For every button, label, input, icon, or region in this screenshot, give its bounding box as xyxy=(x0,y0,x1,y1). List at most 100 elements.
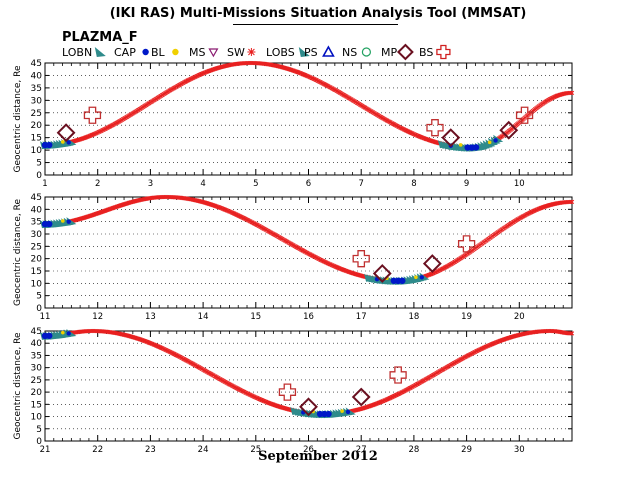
x-tick-label: 15 xyxy=(250,312,261,322)
y-tick-label: 5 xyxy=(36,159,42,169)
page-title: (IKI RAS) Multi-Missions Situation Analy… xyxy=(109,6,527,21)
blue-triangle-icon xyxy=(322,45,335,57)
cap-marker xyxy=(66,219,71,224)
legend-item-sw: SW xyxy=(227,46,256,59)
bl-marker xyxy=(61,330,65,335)
y-tick-label: 0 xyxy=(36,437,42,447)
red-cross-icon xyxy=(436,44,451,60)
y-tick-label: 20 xyxy=(31,255,43,265)
bow-shock-marker xyxy=(83,106,102,124)
bl-marker xyxy=(61,219,65,223)
magnetopause-marker xyxy=(499,120,519,140)
legend-item-mp: MP xyxy=(381,43,414,61)
y-tick-label: 15 xyxy=(31,134,42,144)
yellow-dot-icon xyxy=(172,48,179,56)
legend-item-cap: CAP xyxy=(114,46,149,59)
y-axis-label: Geocentric distance, Re xyxy=(13,199,23,306)
x-tick-label: 8 xyxy=(411,179,416,189)
chart-panel-3: 21 22 23 24 25 26 27 28 29 30 0 5 10 15 20 25 30 35 40 45 Ge… xyxy=(13,327,575,455)
legend-label: CAP xyxy=(114,46,136,59)
legend-label: SW xyxy=(227,46,245,59)
bow-shock-marker xyxy=(457,235,476,253)
legend-item-ns: NS xyxy=(342,46,371,59)
magnetopause-marker xyxy=(441,128,461,148)
x-tick-label: 27 xyxy=(356,445,367,455)
legend-label: BS xyxy=(419,46,433,59)
y-tick-label: 30 xyxy=(31,230,43,240)
y-tick-label: 20 xyxy=(31,388,43,398)
cap-marker xyxy=(66,140,71,145)
x-tick-label: 1 xyxy=(42,179,47,189)
x-tick-label: 7 xyxy=(358,179,363,189)
y-axis-label: Geocentric distance, Re xyxy=(13,65,23,172)
cap-marker xyxy=(472,144,480,151)
x-tick-label: 4 xyxy=(200,179,205,189)
y-tick-label: 35 xyxy=(31,351,42,361)
green-circle-icon xyxy=(361,47,371,57)
x-tick-label: 5 xyxy=(253,179,258,189)
red-star-icon xyxy=(247,48,256,56)
x-tick-label: 11 xyxy=(40,312,51,322)
y-tick-label: 30 xyxy=(31,364,43,374)
x-tick-label: 18 xyxy=(408,312,419,322)
y-tick-label: 15 xyxy=(31,400,42,410)
x-tick-label: 29 xyxy=(461,445,472,455)
chart-panel-2: 11 12 13 14 15 16 17 18 19 20 0 5 10 15 20 25 30 35 40 45 Ge… xyxy=(13,193,575,322)
maroon-diamond-icon xyxy=(396,43,414,61)
cap-marker xyxy=(46,220,53,228)
x-tick-label: 14 xyxy=(198,312,209,322)
y-tick-label: 5 xyxy=(36,425,42,435)
teal-triangle-icon xyxy=(94,47,106,57)
cap-marker xyxy=(399,277,406,284)
y-tick-label: 35 xyxy=(31,218,42,228)
bow-shock-marker xyxy=(352,250,370,268)
y-tick-label: 15 xyxy=(31,267,42,277)
bow-shock-marker xyxy=(426,119,444,137)
y-tick-label: 45 xyxy=(31,327,42,337)
bow-shock-marker xyxy=(389,366,407,384)
cap-marker xyxy=(325,410,332,418)
legend-label: LOBN xyxy=(62,46,92,59)
x-tick-label: 10 xyxy=(514,179,525,189)
bow-shock-marker xyxy=(278,383,297,401)
legend-item-bl: BL xyxy=(151,46,179,59)
chart-panel-1: 1 2 3 4 5 6 7 8 9 10051015202530354045Geocentric … xyxy=(13,59,575,189)
y-axis-label: Geocentric distance, Re xyxy=(13,332,23,439)
x-tick-label: 3 xyxy=(148,179,153,189)
y-tick-label: 0 xyxy=(36,304,42,314)
x-tick-label: 12 xyxy=(92,312,103,322)
legend-label: BL xyxy=(151,46,166,59)
x-tick-label: 22 xyxy=(92,445,103,455)
y-tick-label: 0 xyxy=(36,171,42,181)
x-tick-label: 9 xyxy=(464,179,469,189)
magnetopause-marker xyxy=(56,123,76,143)
legend-label: NS xyxy=(342,46,357,59)
y-tick-label: 35 xyxy=(31,84,42,94)
legend-item-ms: MS xyxy=(189,46,219,59)
plot-frame xyxy=(44,330,573,442)
x-tick-label: 16 xyxy=(303,312,314,322)
spacecraft-name: PLAZMA_F xyxy=(62,30,138,45)
legend-label: PS xyxy=(304,46,318,59)
x-tick-label: 25 xyxy=(250,445,261,455)
legend-item-ps: PS xyxy=(304,45,335,59)
cap-marker xyxy=(66,331,71,336)
x-tick-label: 30 xyxy=(514,445,525,455)
bl-marker xyxy=(340,409,344,413)
x-tick-label: 26 xyxy=(303,445,314,455)
y-tick-label: 5 xyxy=(36,292,42,302)
y-tick-label: 25 xyxy=(31,109,42,119)
purple-down-triangle-icon xyxy=(208,48,219,58)
bl-marker xyxy=(61,140,65,144)
bl-marker xyxy=(414,275,418,280)
x-tick-label: 24 xyxy=(198,445,209,455)
legend-label: MS xyxy=(189,46,205,59)
legend-item-bs: BS xyxy=(419,44,451,60)
magnetosheath-markers xyxy=(437,134,504,152)
y-tick-label: 10 xyxy=(31,279,43,289)
y-tick-label: 10 xyxy=(31,146,43,156)
y-tick-label: 45 xyxy=(31,59,42,69)
y-tick-label: 40 xyxy=(31,71,43,81)
y-tick-label: 25 xyxy=(31,242,42,252)
